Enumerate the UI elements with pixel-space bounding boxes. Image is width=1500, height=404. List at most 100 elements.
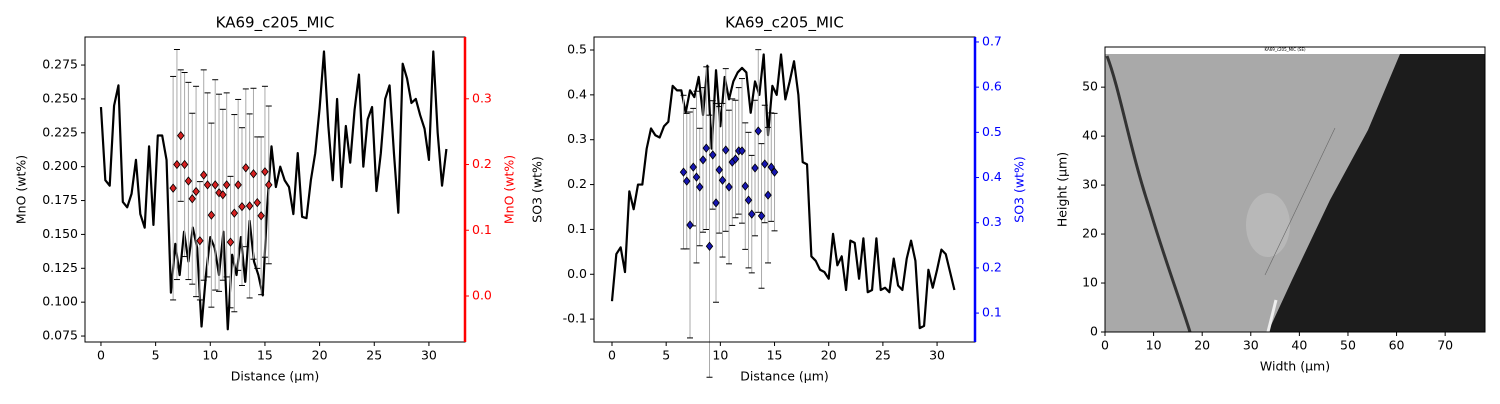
y-tick-label: 10: [1082, 275, 1098, 290]
y2-tick-label: 0.2: [472, 156, 492, 171]
diamond-marker: [184, 176, 193, 186]
y-tick-label: 0.4: [567, 86, 587, 101]
diamond-marker: [234, 180, 242, 190]
axes-frame: [1104, 46, 1486, 333]
diamond-marker: [741, 181, 749, 191]
diamond-marker: [173, 159, 181, 170]
x-tick-label: 30: [929, 348, 945, 363]
crack: [1105, 55, 1192, 332]
diamond-marker: [725, 182, 733, 192]
chart-title: KA69_c205_MIC: [725, 14, 844, 33]
diamond-marker: [757, 211, 766, 221]
y-tick-label: 0.125: [42, 260, 78, 275]
sem-image: [1105, 47, 1485, 332]
y2-axis-label: SO3 (wt%): [1012, 156, 1027, 222]
diamond-marker: [257, 211, 265, 221]
diamond-marker: [738, 146, 746, 156]
diamond-marker: [692, 172, 701, 182]
y2-tick-label: 0.3: [982, 214, 1002, 229]
y2-tick-label: 0.0: [472, 287, 492, 302]
diamond-marker: [709, 150, 717, 160]
x-tick-label: 15: [257, 348, 273, 363]
x-tick-label: 30: [421, 348, 437, 363]
y-tick-label: 0.150: [42, 226, 78, 241]
diamond-marker: [731, 154, 740, 164]
y2-tick-label: 0.5: [982, 124, 1002, 139]
y2-tick-label: 0.2: [982, 259, 1002, 274]
transect: [1264, 127, 1336, 276]
diamond-marker: [705, 241, 714, 251]
diamond-marker: [712, 198, 720, 208]
diamond-marker: [219, 190, 227, 200]
diamond-marker: [686, 220, 694, 230]
diamond-marker: [192, 186, 200, 197]
diamond-marker: [230, 208, 239, 218]
diamond-marker: [767, 162, 775, 172]
y-axis-label: Height (µm): [1055, 152, 1070, 227]
diamond-marker: [689, 162, 697, 172]
x-tick-label: 5: [152, 348, 160, 363]
x-axis-label: Width (µm): [1260, 359, 1330, 374]
diamond-marker: [242, 163, 250, 173]
diamond-marker: [744, 195, 753, 205]
diamond-marker: [699, 155, 707, 165]
y-axis-label: MnO (wt%): [14, 155, 29, 224]
x-tick-label: 10: [712, 348, 728, 363]
x-tick-label: 20: [1194, 338, 1210, 353]
diamond-marker: [265, 180, 273, 190]
diamond-marker: [245, 201, 254, 211]
x-tick-label: 25: [875, 348, 891, 363]
y-tick-label: 0.175: [42, 192, 78, 207]
diamond-marker: [751, 163, 759, 173]
x-tick-label: 40: [1291, 338, 1307, 353]
diamond-marker: [761, 159, 769, 169]
x-tick-label: 20: [312, 348, 328, 363]
y-tick-label: 0: [1090, 324, 1098, 339]
profile-line: [610, 53, 956, 330]
y-tick-label: 0.200: [42, 158, 78, 173]
x-tick-label: 50: [1340, 338, 1356, 353]
y-tick-label: 0.225: [42, 124, 78, 139]
y-tick-label: 0.5: [567, 42, 587, 57]
grain: [1246, 193, 1290, 257]
y2-tick-label: 0.4: [982, 169, 1002, 184]
y-tick-label: 20: [1082, 226, 1098, 241]
diamond-marker: [718, 175, 727, 185]
diamond-marker: [211, 180, 219, 190]
y-tick-label: 30: [1082, 177, 1098, 192]
y2-axis-label: MnO (wt%): [502, 155, 517, 224]
y-tick-label: 0.250: [42, 90, 78, 105]
x-axis-label: Distance (µm): [231, 369, 320, 384]
diamond-marker: [177, 130, 185, 141]
x-tick-label: 25: [366, 348, 382, 363]
image-title: KA69_c205_MIC (SE): [1264, 47, 1306, 52]
x-tick-label: 70: [1437, 338, 1453, 353]
diamond-marker: [215, 188, 223, 198]
diamond-marker: [169, 183, 177, 193]
diamond-marker: [222, 180, 231, 190]
dark-region: [1268, 54, 1485, 332]
y-tick-label: 50: [1082, 79, 1098, 94]
diamond-marker: [683, 176, 691, 186]
diamond-marker: [722, 145, 730, 155]
y2-tick-label: 0.1: [472, 222, 492, 237]
diamond-marker: [696, 182, 704, 192]
y-tick-label: 0.075: [42, 328, 78, 343]
y-tick-label: 0.3: [567, 131, 587, 146]
x-tick-label: 5: [662, 348, 670, 363]
y-axis-label: SO3 (wt%): [530, 156, 545, 222]
diamond-marker: [188, 194, 196, 204]
x-tick-label: 10: [1146, 338, 1162, 353]
diamond-marker: [754, 126, 762, 136]
x-axis-label: Distance (µm): [740, 369, 829, 384]
diamond-marker: [261, 167, 269, 177]
y2-tick-label: 0.3: [472, 90, 492, 105]
y-tick-label: -0.1: [563, 311, 587, 326]
y-tick-label: 0.0: [567, 266, 587, 281]
diamond-marker: [226, 237, 235, 247]
y2-tick-label: 0.7: [982, 33, 1002, 48]
x-tick-label: 10: [202, 348, 218, 363]
y-tick-label: 40: [1082, 128, 1098, 143]
